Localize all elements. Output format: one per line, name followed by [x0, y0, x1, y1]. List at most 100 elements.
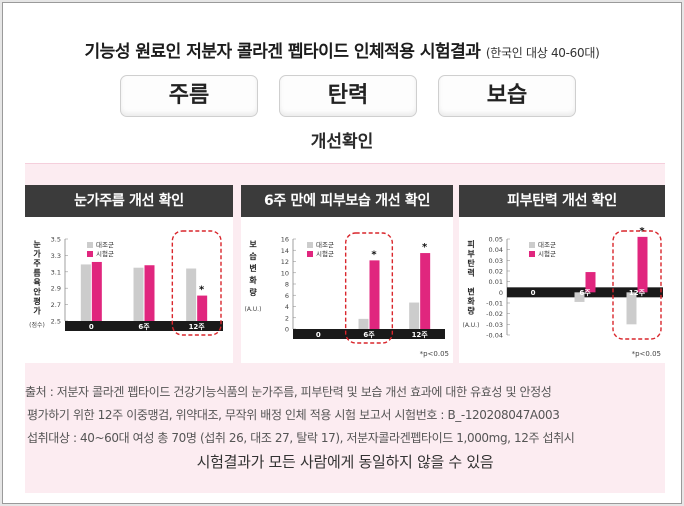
bar-control [574, 292, 585, 302]
bar-test [420, 253, 431, 329]
significance-mark: * [422, 242, 428, 253]
y-label-char: 력 [467, 268, 474, 278]
chart-elasticity: -0.04 -0.03 -0.02 -0.01 0 0.01 0.02 0.03 0.04 0.0… [463, 226, 663, 358]
category-label: 6주 [138, 323, 150, 331]
y-unit: (A.U.) [463, 322, 480, 329]
y-label-char: 화 [249, 275, 257, 285]
y-label-char: 탄 [467, 258, 475, 268]
category-label: 12주 [412, 331, 429, 339]
legend-swatch [87, 251, 93, 257]
chart-title: 6주 만에 피부보습 개선 확인 [241, 185, 453, 217]
category-label: 12주 [629, 289, 646, 297]
category-band [65, 321, 223, 331]
category-label: 6주 [579, 289, 591, 297]
chart-panel-wrinkle: 눈가주름 개선 확인 2.5 2.7 2.9 3.1 3.3 3.5 눈 가 주 름 육 안 평 가 (점수… [25, 185, 233, 363]
y-label-char: 안 [33, 287, 41, 297]
legend-label: 대조군 [316, 241, 334, 249]
y-tick-label: 4 [285, 303, 289, 311]
y-tick-label: 3.1 [51, 268, 61, 276]
y-label-char: 변 [467, 287, 474, 297]
legend-label: 시험군 [538, 250, 556, 258]
significance-mark: * [639, 226, 645, 237]
benefit-pill-elasticity: 탄력 [279, 75, 417, 117]
highlight-outline [612, 230, 662, 340]
chart-panel-elasticity: 피부탄력 개선 확인 -0.04 -0.03 -0.02 -0.01 0 0.01 0.02… [459, 185, 665, 363]
legend-swatch [529, 242, 535, 248]
legend-swatch [307, 251, 313, 257]
y-tick-label: 2.9 [51, 285, 61, 293]
y-tick-label: 0.05 [489, 236, 503, 244]
significance-mark: * [199, 285, 205, 296]
y-tick-label: 12 [281, 258, 289, 266]
headline: 기능성 원료인 저분자 콜라겐 펩타이드 인체적용 시험결과 (한국인 대상 4… [3, 37, 681, 62]
source-note-line: 섭취대상 : 40~60대 여성 총 70명 (섭취 26, 대조 27, 탈락… [27, 431, 575, 445]
y-tick-label: 8 [285, 281, 289, 289]
source-note-line: 출처 : 저분자 콜라겐 펩타이드 건강기능식품의 눈가주름, 피부탄력 및 보… [25, 385, 552, 399]
y-label-char: 주 [33, 259, 41, 268]
category-label: 12주 [189, 323, 206, 331]
chart-panel-moisture: 6주 만에 피부보습 개선 확인 0 2 4 6 8 10 12 14 16 보 습 변 화 량 (A.U.… [241, 185, 453, 363]
bar-control [80, 264, 91, 321]
bar-control [626, 292, 637, 325]
bar-test [144, 265, 155, 321]
y-unit: (점수) [29, 322, 45, 329]
y-tick-label: 0.03 [489, 257, 503, 265]
y-tick-label: 0.01 [489, 278, 503, 286]
chart-title: 눈가주름 개선 확인 [25, 185, 233, 217]
y-tick-label: 0.04 [489, 246, 503, 254]
y-label-char: 량 [467, 306, 475, 316]
y-tick-label: 2.5 [51, 318, 61, 326]
category-label: 0 [531, 289, 536, 297]
bar-test [91, 261, 102, 321]
y-tick-label: 10 [281, 269, 289, 277]
source-note-line: 평가하기 위한 12주 이중맹검, 위약대조, 무작위 배정 인체 적용 시험 … [27, 408, 560, 422]
legend-label: 시험군 [316, 250, 334, 258]
section-title: 개선확인 [310, 132, 374, 152]
y-label-char: 량 [249, 287, 257, 297]
y-tick-label: -0.01 [486, 300, 503, 308]
y-tick-label: 2.7 [51, 301, 61, 309]
benefit-pill-moisture: 보습 [438, 75, 576, 117]
y-label-char: 가 [33, 249, 41, 259]
y-label-char: 육 [33, 277, 41, 287]
legend-label: 대조군 [96, 241, 114, 249]
y-unit: (A.U.) [245, 306, 262, 313]
bar-test [369, 260, 380, 329]
bar-test [637, 236, 648, 293]
footnote: *p<0.05 [632, 350, 661, 358]
y-label-char: 보 [249, 240, 257, 249]
legend-label: 시험군 [96, 250, 114, 258]
y-tick-label: 2 [285, 314, 289, 322]
y-label-char: 습 [249, 251, 257, 261]
bar-test [585, 272, 596, 293]
benefit-pill-wrinkle: 주름 [120, 75, 258, 117]
bar-control [186, 268, 197, 321]
y-tick-label: -0.03 [486, 321, 503, 329]
bar-control [133, 267, 144, 321]
headline-title: 기능성 원료인 저분자 콜라겐 펩타이드 인체적용 시험결과 [84, 42, 481, 62]
legend-swatch [529, 251, 535, 257]
y-label-char: 부 [467, 250, 475, 259]
category-band [507, 287, 663, 298]
y-tick-label: -0.04 [486, 332, 503, 340]
y-label-char: 변 [249, 263, 256, 273]
y-tick-label: 0 [499, 289, 503, 297]
y-tick-label: 3.3 [51, 252, 61, 260]
category-label: 6주 [363, 331, 375, 339]
significance-mark: * [371, 249, 377, 260]
category-label: 0 [316, 331, 321, 339]
footnote: *p<0.05 [420, 350, 449, 358]
y-label-char: 피 [467, 239, 474, 249]
bar-test [197, 295, 208, 321]
y-tick-label: 16 [281, 236, 289, 244]
legend-swatch [307, 242, 313, 248]
highlight-outline [344, 232, 394, 344]
y-tick-label: 0 [285, 326, 289, 334]
y-label-char: 름 [33, 268, 41, 278]
y-tick-label: -0.02 [486, 310, 503, 318]
legend-label: 대조군 [538, 241, 556, 249]
y-tick-label: 3.5 [51, 236, 61, 244]
category-band [293, 329, 445, 339]
